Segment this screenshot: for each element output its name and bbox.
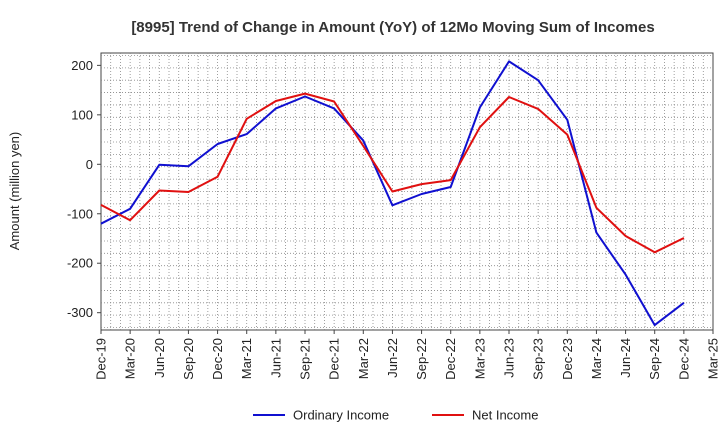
x-tick-label: Jun-22 [385,338,400,378]
x-tick-label: Mar-21 [239,338,254,379]
series-line-0 [100,60,685,327]
series-lines [100,60,685,327]
grid-lines [101,53,713,330]
x-tick-label: Sep-23 [531,338,546,380]
x-tick-label: Mar-25 [706,338,720,379]
x-tick-label: Jun-21 [268,338,283,378]
x-tick-label: Sep-20 [181,338,196,380]
y-tick-label: -100 [67,206,93,221]
chart-title: [8995] Trend of Change in Amount (YoY) o… [131,19,654,36]
x-tick-label: Mar-24 [589,338,604,379]
x-tick-label: Jun-24 [618,338,633,378]
x-axis: Dec-19 Mar-20 Jun-20 Sep-20 Dec-20 Mar-21 Jun-… [94,330,720,380]
x-tick-label: Mar-20 [123,338,138,379]
series-line-1 [100,92,685,254]
x-tick-label: Jun-20 [152,338,167,378]
x-tick-label: Sep-22 [414,338,429,380]
y-tick-label: -200 [67,256,93,271]
x-tick-label: Jun-23 [502,338,517,378]
y-axis-label: Amount (million yen) [7,132,22,251]
x-tick-label: Sep-21 [298,338,313,380]
y-tick-label: 0 [86,157,93,172]
x-tick-label: Dec-23 [560,338,575,380]
y-tick-label: -300 [67,305,93,320]
legend-label-1: Net Income [472,408,538,423]
legend-label-0: Ordinary Income [293,408,389,423]
x-tick-label: Dec-20 [210,338,225,380]
y-tick-label: 100 [71,107,93,122]
x-tick-label: Mar-22 [356,338,371,379]
x-tick-label: Dec-22 [443,338,458,380]
x-tick-label: Mar-23 [472,338,487,379]
y-axis: 200 100 0 -100 -200 -300 [67,58,101,320]
x-tick-label: Sep-24 [647,338,662,380]
x-tick-label: Dec-21 [327,338,342,380]
y-tick-label: 200 [71,58,93,73]
x-tick-label: Dec-24 [676,338,691,380]
x-tick-label: Dec-19 [94,338,109,380]
legend: Ordinary Income Net Income [253,408,538,423]
